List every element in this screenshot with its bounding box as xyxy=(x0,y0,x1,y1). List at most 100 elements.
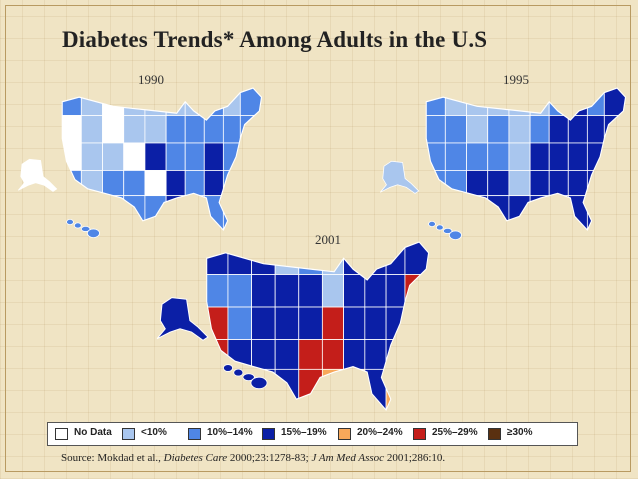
state-region xyxy=(239,142,262,171)
us-outline xyxy=(425,87,627,232)
state-region xyxy=(102,115,125,144)
state-hawaii-island xyxy=(442,227,453,234)
state-region xyxy=(426,88,446,116)
state-region xyxy=(184,115,205,144)
state-region xyxy=(444,142,467,171)
state-region xyxy=(508,115,531,144)
state-region xyxy=(144,115,167,144)
state-region xyxy=(274,368,300,411)
state-region xyxy=(321,306,344,340)
legend-swatch xyxy=(122,428,135,440)
state-hawaii-island xyxy=(448,230,462,241)
state-region xyxy=(487,170,510,197)
map-year-1990: 1990 xyxy=(138,72,164,87)
state-region xyxy=(466,170,489,197)
state-region xyxy=(466,195,489,230)
legend-label: 20%–24% xyxy=(357,427,403,438)
state-alaska xyxy=(379,160,420,194)
state-region xyxy=(206,242,229,275)
state-region xyxy=(603,142,626,171)
map-year-1995: 1995 xyxy=(503,72,529,87)
source-journal-2: J Am Med Assoc xyxy=(311,452,385,464)
state-hawaii-island xyxy=(250,376,268,390)
state-region xyxy=(227,306,252,340)
legend-label: 25%–29% xyxy=(432,427,478,438)
legend-label: No Data xyxy=(74,427,112,438)
state-hawaii-island xyxy=(435,224,444,231)
state-region xyxy=(343,274,366,308)
state-region xyxy=(548,115,569,144)
state-region xyxy=(165,142,186,171)
state-region xyxy=(184,195,205,230)
state-region xyxy=(165,115,186,144)
state-region xyxy=(239,88,262,116)
state-region xyxy=(274,306,300,340)
slide-frame xyxy=(5,5,631,472)
legend-swatch xyxy=(262,428,275,440)
state-region xyxy=(239,170,262,197)
state-region xyxy=(529,142,550,171)
state-region xyxy=(529,88,550,116)
state-region xyxy=(487,195,510,230)
state-region xyxy=(123,115,146,144)
state-region xyxy=(251,368,276,411)
state-region xyxy=(62,115,82,144)
state-region xyxy=(227,242,252,275)
state-region xyxy=(165,88,186,116)
state-hawaii-island xyxy=(86,228,100,239)
state-alaska xyxy=(156,297,209,341)
state-region xyxy=(165,170,186,197)
source-cite-1: 2000;23:1278-83; xyxy=(229,452,309,464)
state-region xyxy=(80,115,103,144)
state-region xyxy=(144,195,167,230)
state-hawaii-island xyxy=(73,222,82,229)
source-journal-1: Diabetes Care xyxy=(163,452,228,464)
state-region xyxy=(298,339,323,370)
state-region xyxy=(298,274,323,308)
state-region xyxy=(444,115,467,144)
state-region xyxy=(251,242,276,275)
source-prefix: Source: Mokdad et al., xyxy=(61,452,161,464)
state-region xyxy=(222,170,241,197)
state-region xyxy=(62,142,82,171)
legend-swatch xyxy=(488,428,501,440)
state-region xyxy=(444,195,467,230)
state-region xyxy=(426,142,446,171)
legend-label: ≥30% xyxy=(507,427,533,438)
state-region xyxy=(274,242,300,275)
state-region xyxy=(321,242,344,275)
state-region xyxy=(466,142,489,171)
state-hawaii-island xyxy=(233,368,244,377)
state-region xyxy=(586,115,605,144)
state-region xyxy=(404,306,429,340)
state-region xyxy=(508,142,531,171)
legend-label: <10% xyxy=(141,427,167,438)
state-region xyxy=(123,170,146,197)
state-region xyxy=(184,142,205,171)
state-region xyxy=(321,274,344,308)
state-region xyxy=(80,142,103,171)
state-region xyxy=(548,195,569,230)
state-region xyxy=(343,368,366,411)
state-region xyxy=(385,339,406,370)
state-region xyxy=(251,274,276,308)
state-region xyxy=(508,195,531,230)
state-region xyxy=(444,88,467,116)
state-region xyxy=(548,170,569,197)
state-hawaii-island xyxy=(80,225,91,232)
state-region xyxy=(466,115,489,144)
state-region xyxy=(62,170,82,197)
state-region xyxy=(203,170,224,197)
state-region xyxy=(385,274,406,308)
state-region xyxy=(203,142,224,171)
map-1995 xyxy=(379,87,627,241)
state-region xyxy=(426,115,446,144)
state-region xyxy=(487,88,510,116)
state-region xyxy=(222,115,241,144)
state-region xyxy=(487,115,510,144)
state-region xyxy=(251,306,276,340)
state-region xyxy=(239,195,262,230)
state-region xyxy=(603,195,626,230)
state-hawaii-island xyxy=(223,364,233,372)
